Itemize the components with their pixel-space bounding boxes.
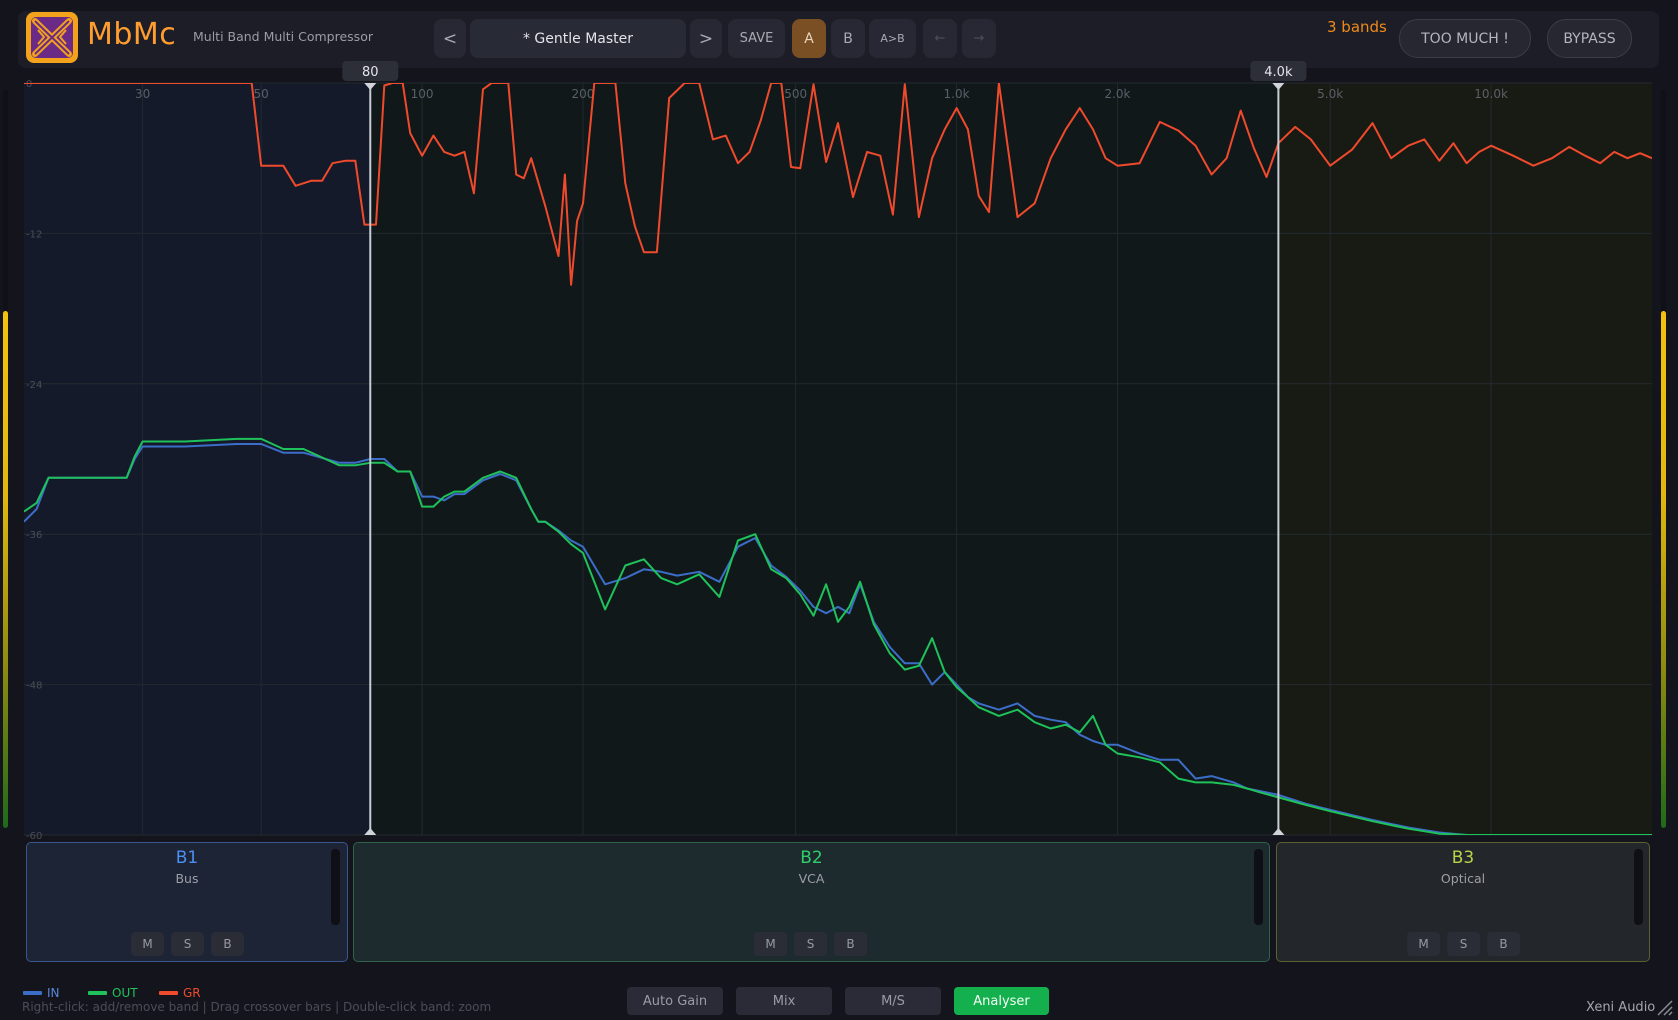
- crossover-bottom-handle[interactable]: [1272, 828, 1285, 835]
- app-subtitle: Multi Band Multi Compressor: [193, 29, 373, 44]
- band-panel-b1[interactable]: B1 Bus M S B: [26, 842, 348, 962]
- band-scrollbar[interactable]: [331, 849, 340, 925]
- auto-gain-button[interactable]: Auto Gain: [627, 987, 723, 1015]
- redo-button[interactable]: →: [962, 19, 996, 58]
- crossover-top-handle[interactable]: [364, 83, 377, 90]
- band-panel-b3[interactable]: B3 Optical M S B: [1276, 842, 1650, 962]
- bands-count: 3 bands: [1327, 18, 1387, 36]
- band-bypass-button[interactable]: B: [834, 932, 867, 956]
- legend-in-label: IN: [47, 986, 60, 1000]
- band-solo-button[interactable]: S: [1447, 932, 1480, 956]
- band-scrollbar[interactable]: [1254, 849, 1263, 925]
- too-much-button[interactable]: TOO MUCH !: [1399, 19, 1531, 58]
- band2-zone[interactable]: [370, 83, 1279, 835]
- series-gr-line: [24, 83, 1652, 286]
- freq-tick-label: 30: [135, 87, 150, 101]
- band-name: B1: [175, 848, 199, 868]
- ms-button[interactable]: M/S: [845, 987, 941, 1015]
- crossover-freq-label: 4.0k: [1264, 65, 1293, 80]
- crossover-bottom-handle[interactable]: [364, 828, 377, 835]
- band3-zone[interactable]: [1278, 83, 1652, 835]
- band-solo-button[interactable]: S: [794, 932, 827, 956]
- band-name: B2: [800, 848, 823, 868]
- db-tick-label: -36: [26, 530, 42, 541]
- band-mute-button[interactable]: M: [1407, 932, 1440, 956]
- crossover-top-handle[interactable]: [1272, 83, 1285, 90]
- legend-gr: GR: [159, 986, 201, 1000]
- freq-tick-label: 1.0k: [944, 87, 970, 101]
- db-axis-labels: 0 -12 -24 -36 -48 -60: [26, 79, 42, 842]
- undo-button[interactable]: ←: [923, 19, 957, 58]
- band-solo-button[interactable]: S: [171, 932, 204, 956]
- band-bypass-button[interactable]: B: [211, 932, 244, 956]
- preset-selector[interactable]: * Gentle Master: [470, 19, 686, 58]
- bypass-button[interactable]: BYPASS: [1547, 19, 1632, 58]
- grid-lines: [24, 82, 1652, 836]
- crossover-layer[interactable]: 80 4.0k: [342, 61, 1307, 835]
- frequency-axis-labels: 30 50 100 200 500 1.0k 2.0k 5.0k 10.0k: [135, 87, 1508, 101]
- db-tick-label: 0: [26, 79, 32, 90]
- freq-tick-label: 200: [572, 87, 595, 101]
- legend-out-swatch: [88, 991, 107, 995]
- left-level-meter: [3, 311, 8, 828]
- db-tick-label: -60: [26, 831, 42, 842]
- band-type: VCA: [798, 871, 825, 886]
- freq-tick-label: 5.0k: [1317, 87, 1343, 101]
- right-level-meter: [1661, 311, 1666, 828]
- copy-a-to-b-button[interactable]: A>B: [869, 19, 916, 58]
- resize-handle-icon[interactable]: [1655, 998, 1673, 1016]
- preset-a-button[interactable]: A: [792, 19, 826, 58]
- legend-in-swatch: [23, 991, 42, 995]
- db-tick-label: -12: [26, 229, 42, 240]
- series-in-line: [24, 443, 1652, 835]
- mbmc-logo-icon: [31, 17, 73, 58]
- crossover-freq-label: 80: [362, 65, 379, 80]
- app-logo: [26, 12, 78, 63]
- app-title: MbMc: [87, 17, 177, 52]
- legend-out: OUT: [88, 986, 138, 1000]
- band-type: Optical: [1440, 871, 1486, 886]
- freq-tick-label: 10.0k: [1474, 87, 1508, 101]
- series-out-line: [24, 437, 1652, 835]
- crossover-freq-badge[interactable]: [342, 61, 399, 81]
- band-scrollbar[interactable]: [1634, 849, 1643, 925]
- legend-out-label: OUT: [112, 986, 138, 1000]
- freq-tick-label: 500: [784, 87, 807, 101]
- band-mute-button[interactable]: M: [131, 932, 164, 956]
- freq-tick-label: 100: [411, 87, 434, 101]
- legend-gr-label: GR: [183, 986, 201, 1000]
- band-panel-b2[interactable]: B2 VCA M S B: [353, 842, 1270, 962]
- legend-in: IN: [23, 986, 60, 1000]
- mix-button[interactable]: Mix: [736, 987, 832, 1015]
- db-tick-label: -24: [26, 380, 42, 391]
- band-type: Bus: [175, 871, 199, 886]
- freq-tick-label: 2.0k: [1104, 87, 1130, 101]
- crossover-freq-badge[interactable]: [1250, 61, 1307, 81]
- next-preset-button[interactable]: >: [690, 19, 722, 58]
- usage-hint: Right-click: add/remove band | Drag cros…: [22, 1000, 492, 1014]
- preset-b-button[interactable]: B: [831, 19, 865, 58]
- prev-preset-button[interactable]: <: [434, 19, 466, 58]
- save-button[interactable]: SAVE: [728, 19, 785, 58]
- db-tick-label: -48: [26, 681, 42, 692]
- band-mute-button[interactable]: M: [754, 932, 787, 956]
- analyser-button[interactable]: Analyser: [954, 987, 1049, 1015]
- series-layer: [24, 83, 1652, 835]
- band-name: B3: [1451, 848, 1475, 868]
- band1-zone[interactable]: [24, 83, 371, 835]
- brand-label: Xeni Audio: [1586, 1000, 1656, 1015]
- band-bypass-button[interactable]: B: [1487, 932, 1520, 956]
- freq-tick-label: 50: [254, 87, 269, 101]
- legend-gr-swatch: [159, 991, 178, 995]
